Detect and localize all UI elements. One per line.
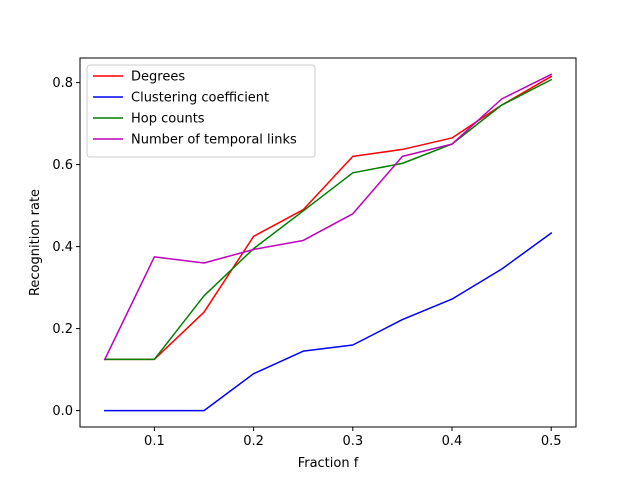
legend-entry-label: Clustering coefficient xyxy=(131,91,269,106)
x-tick-label: 0.5 xyxy=(541,434,562,449)
x-axis-label: Fraction f xyxy=(298,456,359,471)
x-tick-label: 0.2 xyxy=(243,434,264,449)
legend-entry-label: Hop counts xyxy=(131,112,205,127)
y-tick-label: 0.0 xyxy=(52,404,73,419)
series-line-number-of-temporal-links xyxy=(103,73,553,361)
x-tick-label: 0.1 xyxy=(144,434,165,449)
y-tick-label: 0.2 xyxy=(52,322,73,337)
y-axis: 0.0 0.2 0.4 0.6 0.8 xyxy=(52,76,80,419)
y-tick-label: 0.8 xyxy=(52,76,73,91)
series-line-hop-counts xyxy=(104,78,553,361)
x-axis: 0.1 0.2 0.3 0.4 0.5 xyxy=(144,427,562,449)
x-tick-label: 0.4 xyxy=(442,434,463,449)
legend-entry-label: Number of temporal links xyxy=(131,133,297,148)
y-axis-label: Recognition rate xyxy=(28,189,43,296)
axes-frame xyxy=(79,57,577,428)
legend: Degrees Clustering coefficient Hop counts N… xyxy=(86,64,316,158)
y-tick-label: 0.4 xyxy=(52,240,73,255)
plot-area xyxy=(103,73,553,412)
legend-entry-label: Degrees xyxy=(131,70,185,85)
legend-box xyxy=(86,64,316,158)
y-tick-label: 0.6 xyxy=(52,158,73,173)
x-tick-label: 0.3 xyxy=(342,434,363,449)
series-line-clustering-coefficient xyxy=(104,232,553,412)
